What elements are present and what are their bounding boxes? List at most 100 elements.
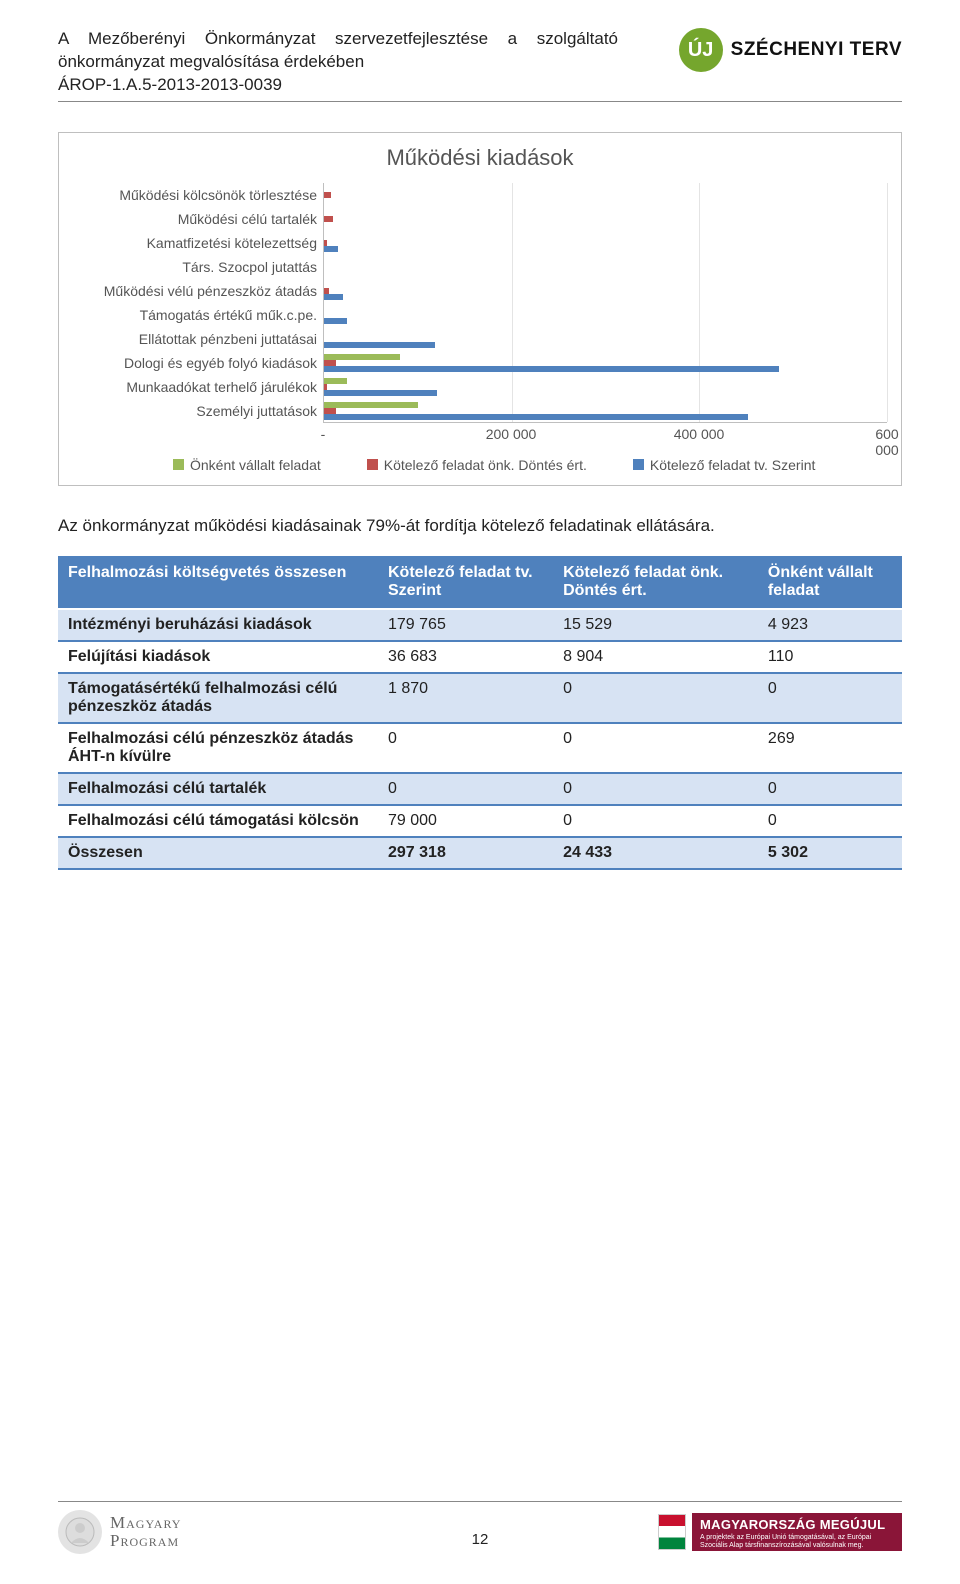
- cell: 0: [553, 673, 758, 723]
- legend-swatch-icon: [633, 459, 644, 470]
- bar: [324, 402, 418, 408]
- cell: 8 904: [553, 641, 758, 673]
- bar-group: [324, 327, 887, 351]
- page-number: 12: [58, 1531, 902, 1548]
- total-cell: 5 302: [758, 837, 902, 869]
- th-0: Felhalmozási költségvetés összesen: [58, 556, 378, 609]
- legend-swatch-icon: [173, 459, 184, 470]
- total-cell: 297 318: [378, 837, 553, 869]
- y-axis-labels: Működési kölcsönök törlesztéseMűködési c…: [73, 183, 323, 423]
- total-cell: 24 433: [553, 837, 758, 869]
- header-text: A Mezőberényi Önkormányzat szervezetfejl…: [58, 28, 618, 97]
- cell: 36 683: [378, 641, 553, 673]
- cell: 0: [758, 773, 902, 805]
- magyary-line1: Magyary: [110, 1514, 181, 1532]
- bar: [324, 192, 331, 198]
- szechenyi-logo: ÚJ SZÉCHENYI TERV: [679, 28, 902, 72]
- x-tick: -: [321, 426, 326, 442]
- legend-label: Kötelező feladat önk. Döntés ért.: [384, 457, 587, 473]
- bar-group: [324, 231, 887, 255]
- header: A Mezőberényi Önkormányzat szervezetfejl…: [58, 28, 902, 102]
- row-label: Felhalmozási célú tartalék: [58, 773, 378, 805]
- cell: 4 923: [758, 609, 902, 641]
- cell: 0: [553, 773, 758, 805]
- bar: [324, 216, 333, 222]
- cell: 0: [378, 773, 553, 805]
- x-axis: -200 000400 000600 000: [323, 423, 887, 445]
- bar: [324, 342, 435, 348]
- logo-text: SZÉCHENYI TERV: [731, 39, 902, 61]
- cell: 0: [553, 805, 758, 837]
- table-total-row: Összesen297 31824 4335 302: [58, 837, 902, 869]
- y-label: Személyi juttatások: [73, 399, 323, 423]
- legend: Önként vállalt feladat Kötelező feladat ö…: [173, 457, 887, 473]
- y-label: Munkaadókat terhelő járulékok: [73, 375, 323, 399]
- th-3: Önként vállalt feladat: [758, 556, 902, 609]
- legend-item: Kötelező feladat tv. Szerint: [633, 457, 816, 473]
- bar-group: [324, 303, 887, 327]
- table-row: Támogatásértékű felhalmozási célú pénzes…: [58, 673, 902, 723]
- legend-item: Kötelező feladat önk. Döntés ért.: [367, 457, 587, 473]
- y-label: Kamatfizetési kötelezettség: [73, 231, 323, 255]
- row-label: Felhalmozási célú támogatási kölcsön: [58, 805, 378, 837]
- cell: 0: [758, 805, 902, 837]
- x-tick: 600 000: [875, 426, 898, 458]
- legend-label: Önként vállalt feladat: [190, 457, 321, 473]
- chart-title: Működési kiadások: [73, 145, 887, 171]
- chart-body: Működési kölcsönök törlesztéseMűködési c…: [73, 183, 887, 423]
- table-header-row: Felhalmozási költségvetés összesen Kötel…: [58, 556, 902, 609]
- logo-badge-icon: ÚJ: [679, 28, 723, 72]
- y-label: Működési célú tartalék: [73, 207, 323, 231]
- table-row: Felhalmozási célú tartalék000: [58, 773, 902, 805]
- y-label: Működési vélú pénzeszköz átadás: [73, 279, 323, 303]
- body-text: Az önkormányzat működési kiadásainak 79%…: [58, 514, 902, 538]
- header-line1: A Mezőberényi Önkormányzat szervezetfejl…: [58, 28, 618, 74]
- plot-area: [323, 183, 887, 423]
- th-2: Kötelező feladat önk. Döntés ért.: [553, 556, 758, 609]
- table-row: Intézményi beruházási kiadások179 76515 …: [58, 609, 902, 641]
- y-label: Dologi és egyéb folyó kiadások: [73, 351, 323, 375]
- th-1: Kötelező feladat tv. Szerint: [378, 556, 553, 609]
- bar: [324, 294, 343, 300]
- bar-group: [324, 255, 887, 279]
- footer: Magyary Program MAGYARORSZÁG MEGÚJUL A p…: [58, 1501, 902, 1554]
- row-label: Felújítási kiadások: [58, 641, 378, 673]
- total-label: Összesen: [58, 837, 378, 869]
- cell: 110: [758, 641, 902, 673]
- cell: 79 000: [378, 805, 553, 837]
- legend-item: Önként vállalt feladat: [173, 457, 321, 473]
- bar: [324, 366, 779, 372]
- table-row: Felhalmozási célú pénzeszköz átadás ÁHT-…: [58, 723, 902, 773]
- cell: 179 765: [378, 609, 553, 641]
- bar-group: [324, 183, 887, 207]
- row-label: Felhalmozási célú pénzeszköz átadás ÁHT-…: [58, 723, 378, 773]
- mm-title: MAGYARORSZÁG MEGÚJUL: [700, 1517, 894, 1532]
- table-row: Felhalmozási célú támogatási kölcsön79 0…: [58, 805, 902, 837]
- legend-label: Kötelező feladat tv. Szerint: [650, 457, 816, 473]
- x-tick: 400 000: [674, 426, 725, 442]
- cell: 15 529: [553, 609, 758, 641]
- chart-container: Működési kiadások Működési kölcsönök tör…: [58, 132, 902, 486]
- bar-group: [324, 279, 887, 303]
- y-label: Társ. Szocpol jutattás: [73, 255, 323, 279]
- bar: [324, 414, 748, 420]
- bar: [324, 390, 437, 396]
- bar: [324, 318, 347, 324]
- bar-group: [324, 399, 887, 423]
- cell: 0: [758, 673, 902, 723]
- bar-group: [324, 375, 887, 399]
- legend-swatch-icon: [367, 459, 378, 470]
- cell: 0: [553, 723, 758, 773]
- y-label: Támogatás értékű műk.c.pe.: [73, 303, 323, 327]
- data-table: Felhalmozási költségvetés összesen Kötel…: [58, 556, 902, 870]
- cell: 269: [758, 723, 902, 773]
- cell: 1 870: [378, 673, 553, 723]
- row-label: Támogatásértékű felhalmozási célú pénzes…: [58, 673, 378, 723]
- y-label: Működési kölcsönök törlesztése: [73, 183, 323, 207]
- bar-group: [324, 351, 887, 375]
- bar: [324, 246, 338, 252]
- header-code: ÁROP-1.A.5-2013-2013-0039: [58, 74, 618, 97]
- bar-group: [324, 207, 887, 231]
- bar: [324, 378, 347, 384]
- cell: 0: [378, 723, 553, 773]
